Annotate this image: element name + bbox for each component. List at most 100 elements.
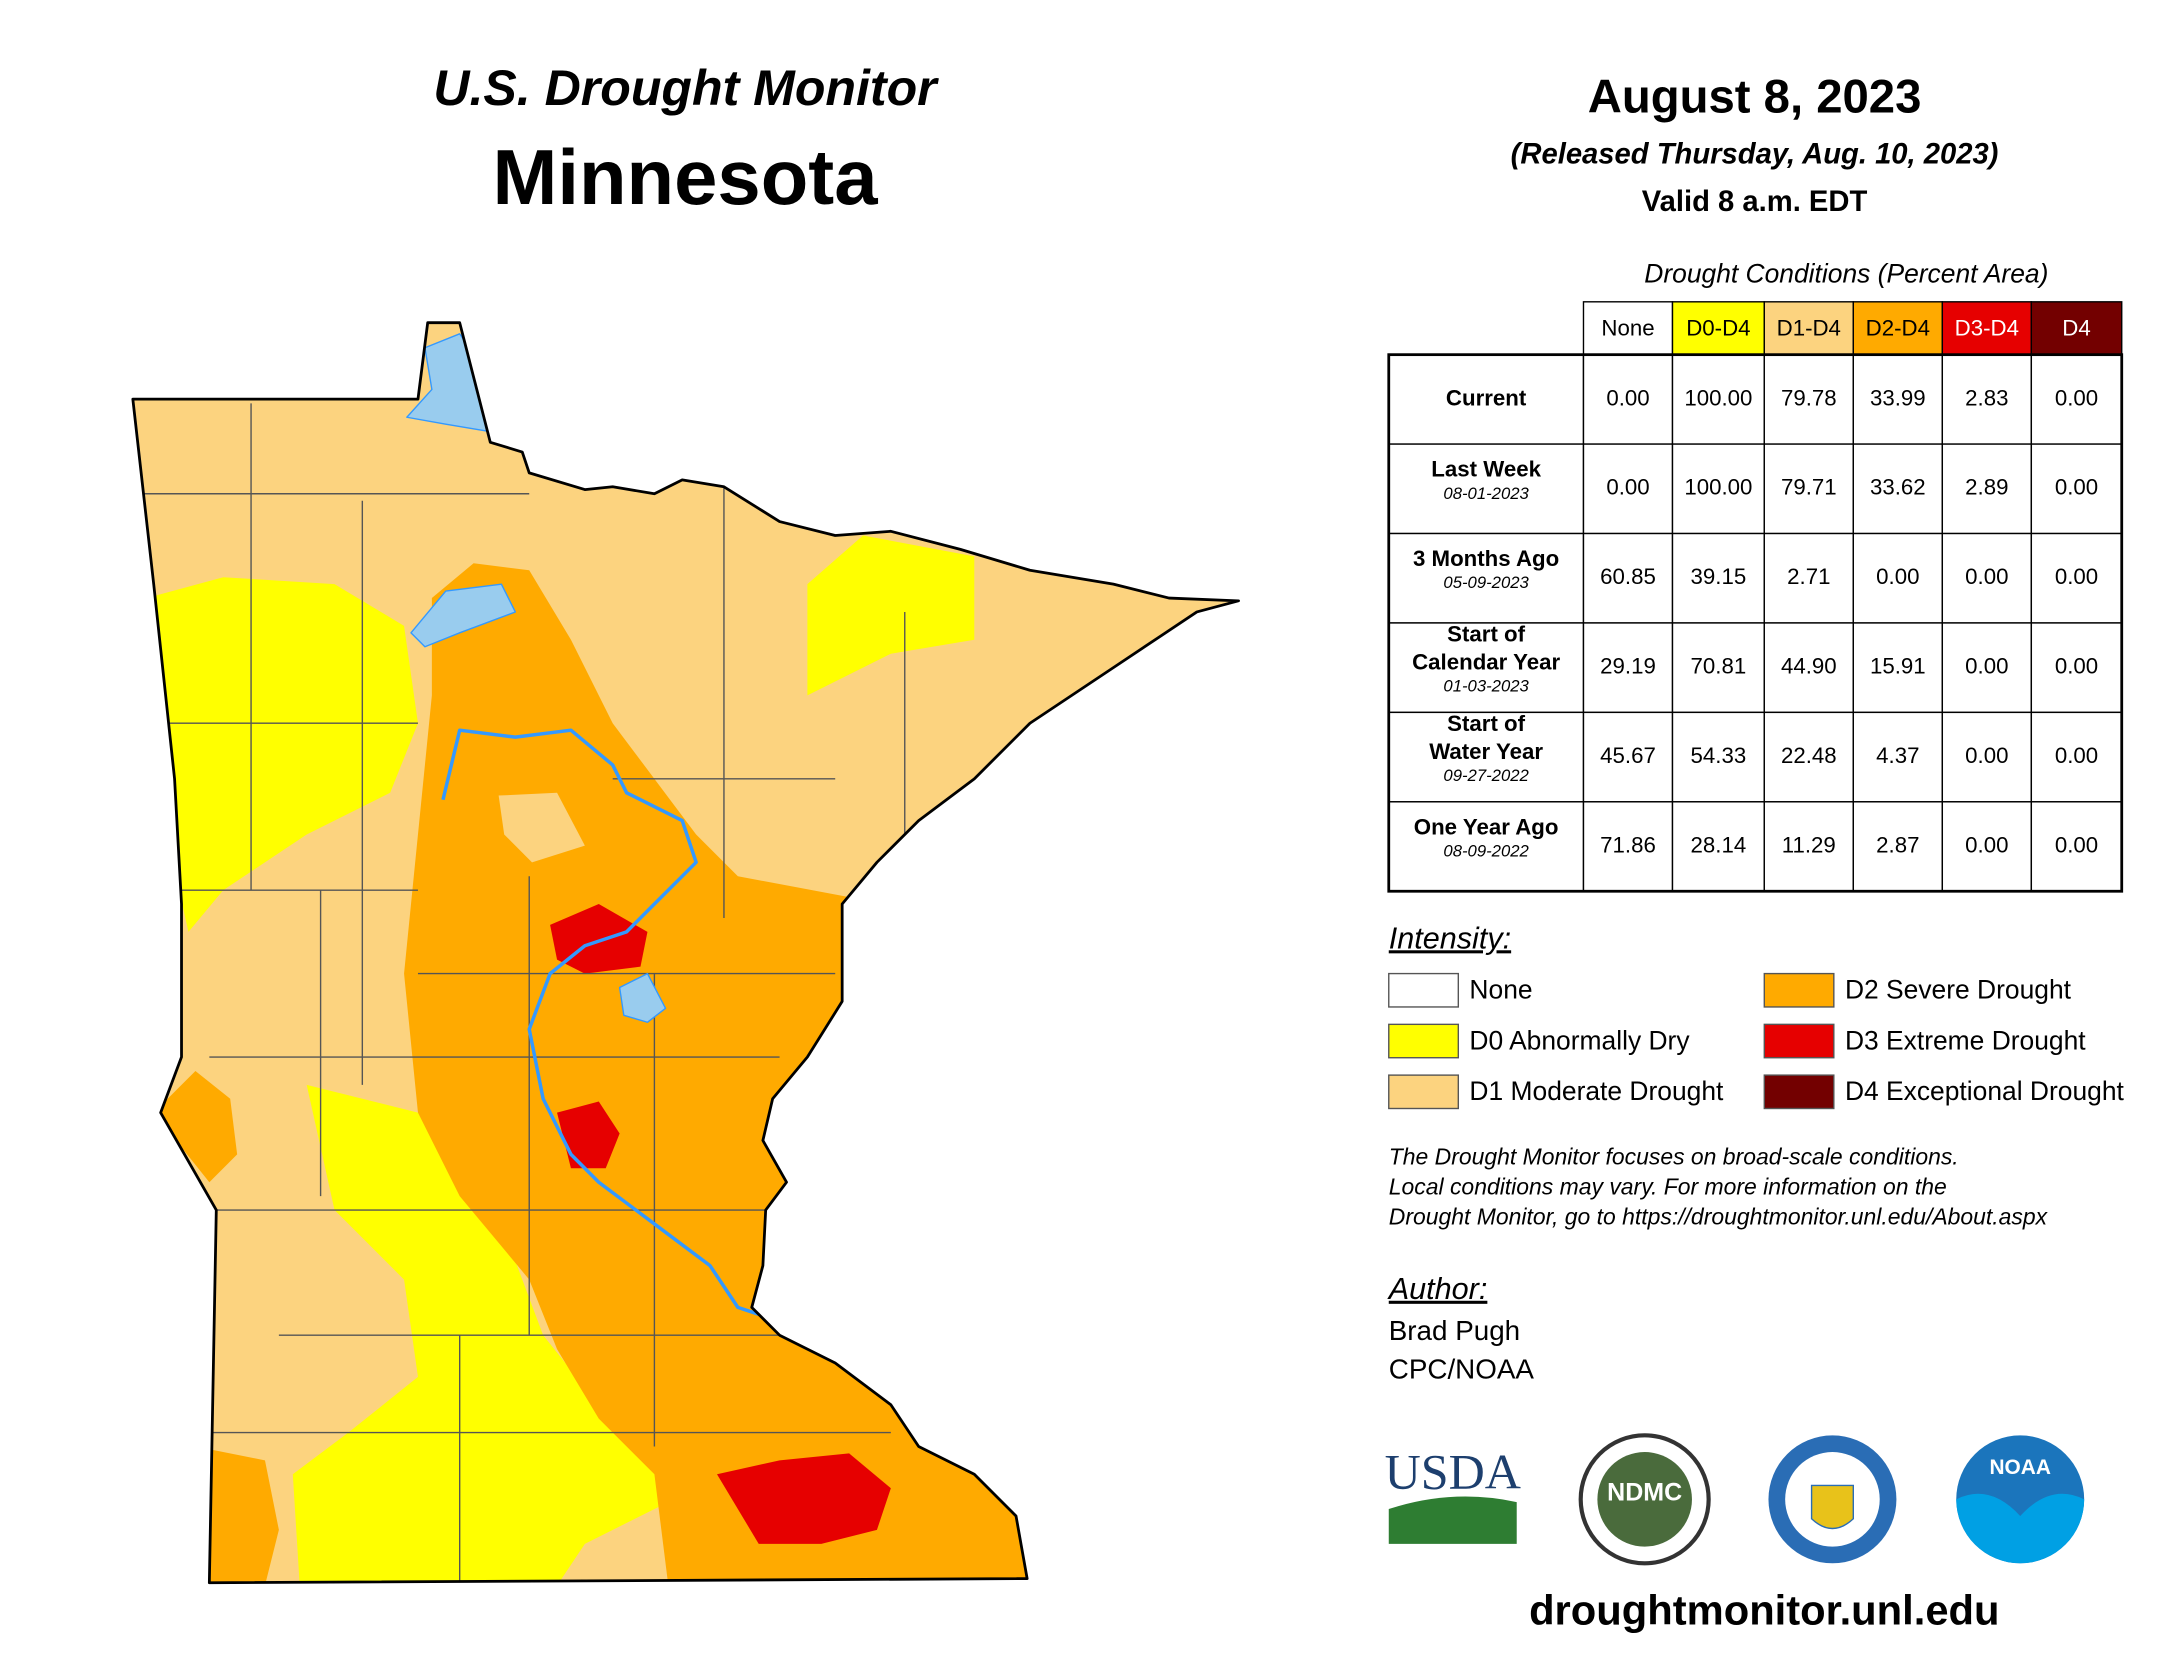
row-label-cell xyxy=(1388,622,1585,714)
state-outline xyxy=(131,321,1240,1585)
cell-value: 0.00 xyxy=(2055,475,2098,500)
note: The Drought Monitor focuses on broad-sca… xyxy=(1389,1144,2049,1230)
legend-label: D4 Exceptional Drought xyxy=(1845,1076,2125,1106)
value-cell xyxy=(1941,711,2033,803)
legend: None D0 Abnormally Dry D1 Moderate Drought… xyxy=(1388,972,2125,1110)
legend-swatch xyxy=(1763,1023,1835,1059)
cell-value: 2.87 xyxy=(1876,832,1919,857)
row-date: 08-01-2023 xyxy=(1443,484,1529,503)
legend-swatch xyxy=(1388,1023,1460,1059)
legend-swatch xyxy=(1763,1074,1835,1110)
value-cell xyxy=(1852,353,1944,445)
noaa-wave xyxy=(1956,1493,2085,1564)
title: U.S. Drought Monitor xyxy=(433,60,939,116)
cell-value: 79.78 xyxy=(1781,385,1837,410)
cell-value: 0.00 xyxy=(2055,832,2098,857)
cell-value: 100.00 xyxy=(1684,475,1752,500)
value-cell xyxy=(2030,443,2123,535)
author-org: CPC/NOAA xyxy=(1389,1354,1535,1385)
d1-area xyxy=(498,792,585,863)
cell-value: 2.71 xyxy=(1787,564,1830,589)
note-line: Drought Monitor, go to https://droughtmo… xyxy=(1389,1203,2049,1229)
value-cell xyxy=(1941,353,2033,445)
row-label: Calendar Year xyxy=(1412,649,1560,674)
d2-area xyxy=(153,1070,238,1183)
ndmc-disc xyxy=(1597,1452,1692,1547)
value-cell xyxy=(1582,622,1674,714)
cell-value: 28.14 xyxy=(1691,832,1747,857)
map-date: August 8, 2023 xyxy=(1588,71,1922,124)
usda-logo: USDA xyxy=(1385,1444,1521,1544)
cell-value: 0.00 xyxy=(2055,654,2098,679)
cell-value: 29.19 xyxy=(1600,654,1656,679)
cell-value: 0.00 xyxy=(1606,475,1649,500)
row-label: Current xyxy=(1446,385,1527,410)
lake xyxy=(618,972,667,1023)
value-cell xyxy=(2030,622,2123,714)
noaa-logo: NOAA xyxy=(1956,1435,2085,1564)
value-cell xyxy=(2030,532,2123,624)
value-cell xyxy=(1582,443,1674,535)
ndmc-logo: NDMC xyxy=(1578,1433,1711,1566)
value-cell xyxy=(2030,353,2123,445)
website-url: droughtmonitor.unl.edu xyxy=(1529,1586,1999,1633)
legend-swatch xyxy=(1763,972,1835,1008)
row-label-cell xyxy=(1388,353,1585,445)
row-label: 3 Months Ago xyxy=(1413,546,1559,571)
legend-label: D1 Moderate Drought xyxy=(1469,1076,1724,1106)
cell-value: 0.00 xyxy=(1606,385,1649,410)
author-title: Author: xyxy=(1387,1272,1488,1306)
column-header: D3-D4 xyxy=(1955,316,2019,341)
d3-area xyxy=(716,1453,891,1544)
value-cell xyxy=(1763,443,1854,535)
value-cell xyxy=(1671,711,1765,803)
cell-value: 70.81 xyxy=(1691,654,1747,679)
cell-value: 2.83 xyxy=(1965,385,2008,410)
d2-area xyxy=(195,1446,279,1583)
d0-area xyxy=(807,535,975,696)
legend-label: D0 Abnormally Dry xyxy=(1469,1025,1690,1055)
cell-value: 0.00 xyxy=(2055,385,2098,410)
cell-value: 0.00 xyxy=(1965,743,2008,768)
cell-value: 44.90 xyxy=(1781,654,1837,679)
row-date: 01-03-2023 xyxy=(1443,677,1529,696)
legend-title: Intensity: xyxy=(1389,921,1511,955)
legend-label: None xyxy=(1469,975,1532,1005)
cell-value: 4.37 xyxy=(1876,743,1919,768)
cell-value: 22.48 xyxy=(1781,743,1837,768)
released-date: (Released Thursday, Aug. 10, 2023) xyxy=(1511,138,1999,170)
commerce-logo xyxy=(1768,1435,1897,1564)
row-label-cell xyxy=(1388,532,1585,624)
row-label: Start of xyxy=(1447,711,1525,736)
lake xyxy=(410,583,517,648)
conditions-table: None D0-D4 D1-D4 D2-D4 D3-D4 D4 Current 0.00 100… xyxy=(1387,301,2124,893)
cell-value: 0.00 xyxy=(2055,564,2098,589)
cell-value: 100.00 xyxy=(1684,385,1752,410)
value-cell xyxy=(1763,711,1854,803)
usda-swoosh xyxy=(1388,1496,1517,1544)
row-label: Start of xyxy=(1447,622,1525,647)
cell-value: 54.33 xyxy=(1691,743,1747,768)
cell-value: 39.15 xyxy=(1691,564,1747,589)
value-cell xyxy=(1852,622,1944,714)
column-header: D2-D4 xyxy=(1866,316,1930,341)
note-line: Local conditions may vary. For more info… xyxy=(1389,1174,1947,1200)
value-cell xyxy=(1582,801,1674,892)
row-label: One Year Ago xyxy=(1414,814,1559,839)
row-date: 08-09-2022 xyxy=(1443,842,1529,861)
column-header-cell xyxy=(1941,301,2033,356)
cell-value: 0.00 xyxy=(2055,743,2098,768)
value-cell xyxy=(1941,443,2033,535)
usda-text: USDA xyxy=(1385,1444,1521,1500)
ndmc-text: NDMC xyxy=(1607,1478,1682,1506)
cell-value: 15.91 xyxy=(1870,654,1926,679)
cell-value: 2.89 xyxy=(1965,475,2008,500)
row-label: Last Week xyxy=(1431,457,1541,482)
d3-area xyxy=(557,1101,620,1169)
table-border xyxy=(1387,353,2124,893)
column-header: D0-D4 xyxy=(1686,316,1750,341)
legend-swatch xyxy=(1388,1074,1460,1110)
legend-label: D2 Severe Drought xyxy=(1845,975,2072,1005)
column-header: D1-D4 xyxy=(1777,316,1841,341)
